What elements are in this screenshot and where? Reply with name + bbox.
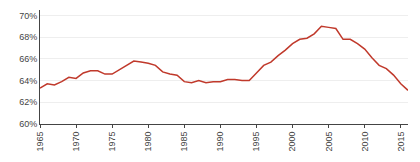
svg-text:1985: 1985 [179, 132, 189, 152]
svg-text:70%: 70% [19, 11, 37, 21]
svg-text:64%: 64% [19, 76, 37, 86]
svg-text:62%: 62% [19, 97, 37, 107]
svg-text:68%: 68% [19, 32, 37, 42]
svg-text:1995: 1995 [251, 132, 261, 152]
svg-text:1970: 1970 [71, 132, 81, 152]
svg-text:60%: 60% [19, 119, 37, 129]
svg-text:2010: 2010 [360, 132, 370, 152]
svg-text:1965: 1965 [35, 132, 45, 152]
svg-text:2005: 2005 [324, 132, 334, 152]
svg-text:2015: 2015 [396, 132, 406, 152]
svg-text:1990: 1990 [215, 132, 225, 152]
svg-text:1975: 1975 [107, 132, 117, 152]
svg-text:66%: 66% [19, 54, 37, 64]
svg-text:1980: 1980 [143, 132, 153, 152]
svg-text:2000: 2000 [287, 132, 297, 152]
